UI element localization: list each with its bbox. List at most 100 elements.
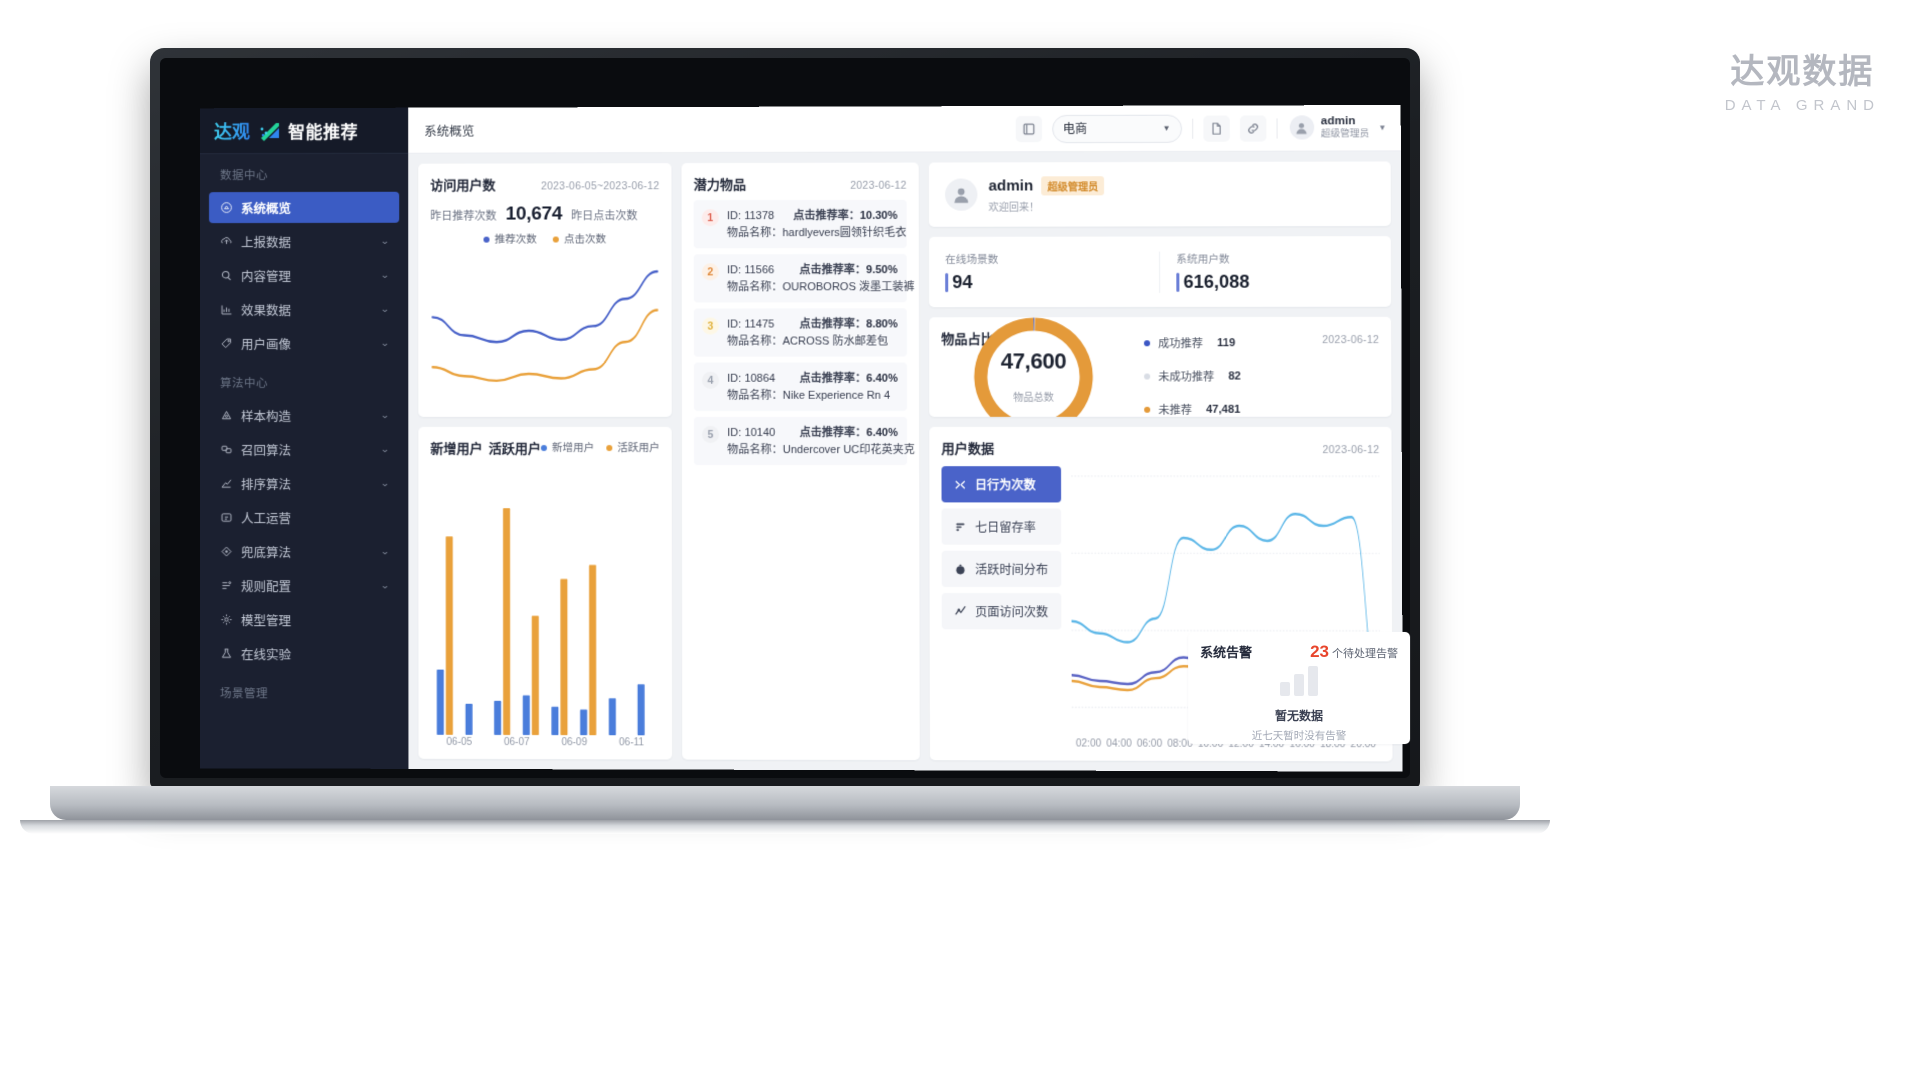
list-item[interactable]: 5 ID: 10140 点击推荐率：6.40% 物品名称：Undercover UC印…: [693, 416, 915, 466]
stat-value: 616,088: [1176, 271, 1391, 292]
book-icon[interactable]: [1015, 115, 1042, 142]
legend-item[interactable]: 点击次数: [552, 231, 607, 246]
donut-center-label: 物品总数: [1013, 392, 1054, 404]
legend-dot: [540, 444, 547, 451]
chevron-down-icon[interactable]: ⌄: [380, 303, 391, 314]
chevron-down-icon[interactable]: ⌄: [380, 580, 391, 591]
sidebar-item-3-g2[interactable]: 排序算法 ⌄: [209, 468, 399, 499]
bar-chart-x-axis: 06-05 06-07 06-09 06-11: [431, 735, 660, 749]
user-role: 超级管理员: [1320, 127, 1370, 140]
watermark: 达观数据 DATA GRAND: [1725, 44, 1880, 114]
chevron-down-icon[interactable]: ⌄: [380, 269, 391, 280]
list-item[interactable]: 2 ID: 11566 点击推荐率：9.50% 物品名称：OUROBOROS 泼墨工装…: [693, 254, 915, 303]
search-icon: [219, 269, 233, 283]
document-icon[interactable]: [1202, 115, 1230, 142]
item-ctr-value: 10.30%: [859, 209, 898, 222]
item-ctr-value: 6.40%: [866, 426, 898, 440]
legend-item[interactable]: 推荐次数: [483, 232, 537, 247]
card-title-new: 新增用户: [430, 441, 483, 457]
new-active-barchart[interactable]: [430, 465, 660, 736]
scene-select-value: 电商: [1062, 121, 1088, 137]
sidebar-item-7-g2[interactable]: 模型管理: [209, 604, 399, 635]
item-ctr-prefix: 点击推荐率：: [799, 426, 867, 440]
sidebar-item-label: 召回算法: [241, 444, 292, 459]
link-icon[interactable]: [1239, 114, 1266, 142]
tab-4[interactable]: 页面访问次数: [941, 593, 1062, 630]
rule-icon: [219, 579, 233, 593]
list-item[interactable]: 4 ID: 10864 点击推荐率：6.40% 物品名称：Nike Experienc…: [693, 362, 907, 411]
legend-item[interactable]: 新增用户: [540, 440, 594, 455]
donut-legend: 成功推荐 119 未成功推荐 82 未推荐 47,481: [1109, 335, 1379, 417]
empty-title: 暂无数据: [1274, 708, 1324, 724]
item-id-prefix: ID:: [727, 318, 745, 331]
item-name-prefix: 物品名称：: [727, 444, 783, 457]
list-item[interactable]: 1 ID: 11378 点击推荐率：10.30% 物品名称：hardlyevers圆领…: [693, 199, 907, 249]
x-tick: 06-05: [446, 736, 473, 748]
sidebar-item-6-g2[interactable]: 规则配置 ⌄: [209, 570, 399, 601]
sidebar-item-4-g1[interactable]: 效果数据 ⌄: [209, 294, 399, 325]
x-tick: 04:00: [1106, 738, 1132, 750]
scene-select[interactable]: 电商 ▼: [1051, 114, 1182, 143]
recall-icon: [219, 443, 233, 457]
list-item[interactable]: 3 ID: 11475 点击推荐率：8.80% 物品名称：ACROSS 防水邮差包: [693, 308, 907, 357]
item-ctr-prefix: 点击推荐率：: [799, 372, 867, 385]
sidebar-item-label: 在线实验: [241, 648, 292, 663]
sidebar-item-5-g2[interactable]: 兜底算法 ⌄: [209, 536, 399, 567]
chevron-down-icon[interactable]: ⌄: [380, 337, 391, 348]
legend-item[interactable]: 未成功推荐 82: [1144, 368, 1379, 384]
item-name-value: Undercover UC印花英夹克: [782, 444, 915, 457]
clock-icon: [954, 562, 967, 575]
legend-dot: [606, 444, 613, 451]
sidebar-item-4-g2[interactable]: 人工运营: [209, 502, 399, 533]
main-area: 系统概览 电商 ▼: [408, 104, 1403, 772]
tab-3[interactable]: 活跃时间分布: [941, 550, 1062, 588]
legend-item[interactable]: 活跃用户: [606, 440, 660, 455]
item-ratio-donutchart[interactable]: 47,600 物品总数: [957, 317, 1109, 417]
sidebar-item-label: 规则配置: [241, 580, 292, 595]
chevron-down-icon[interactable]: ⌄: [380, 546, 391, 557]
visit-users-linechart[interactable]: [430, 248, 659, 406]
chevron-down-icon[interactable]: ⌄: [380, 409, 391, 420]
item-ctr-value: 8.80%: [866, 318, 898, 331]
legend-label: 成功推荐: [1158, 337, 1203, 350]
chevron-down-icon[interactable]: ⌄: [380, 235, 391, 246]
tab-label: 七日留存率: [974, 520, 1036, 535]
card-title-active: 活跃用户: [488, 441, 541, 457]
item-id-value: 11378: [744, 210, 775, 223]
watermark-cn: 达观数据: [1730, 53, 1875, 91]
user-menu[interactable]: admin 超级管理员 ▼: [1287, 115, 1387, 141]
user-name: admin: [1320, 115, 1356, 128]
card-date: 2023-06-12: [850, 179, 907, 192]
tab-2[interactable]: 七日留存率: [941, 508, 1062, 545]
item-ctr-prefix: 点击推荐率：: [793, 209, 860, 223]
user-data-card: 用户数据 2023-06-12 日行为次数 七日留存率 活跃时间分布 页面访问次数 0…: [929, 426, 1393, 762]
brand-logo[interactable]: 达观 智能推荐: [200, 107, 409, 155]
sidebar-nav: 数据中心 系统概览 上报数据 ⌄ 内容管理 ⌄ 效果数据 ⌄ 用户画像 ⌄ 算法中心 样本构造 ⌄ 召回算…: [200, 154, 409, 769]
sidebar-item-8-g2[interactable]: 在线实验: [209, 638, 399, 669]
sidebar-item-1-g1[interactable]: 系统概览: [209, 191, 400, 224]
sidebar-item-label: 系统概览: [241, 201, 292, 217]
tab-label: 活跃时间分布: [975, 562, 1049, 577]
legend-dot: [483, 236, 490, 243]
chevron-down-icon[interactable]: ⌄: [380, 444, 391, 455]
chevron-down-icon: ▼: [1378, 123, 1387, 133]
tab-1[interactable]: 日行为次数: [941, 466, 1062, 503]
item-id: ID: 11475: [727, 318, 774, 330]
sidebar-item-1-g2[interactable]: 样本构造 ⌄: [209, 400, 399, 431]
legend-item[interactable]: 未推荐 47,481: [1144, 401, 1379, 417]
fallback-icon: [219, 545, 233, 559]
upload-icon: [219, 235, 233, 249]
potential-items-card: 潜力物品 2023-06-12 1 ID: 11378 点击推荐率：10.30% 物品…: [681, 162, 920, 761]
sidebar-item-3-g1[interactable]: 内容管理 ⌄: [209, 260, 399, 291]
legend-item[interactable]: 成功推荐 119: [1143, 335, 1379, 351]
sidebar-item-2-g1[interactable]: 上报数据 ⌄: [209, 226, 399, 257]
kpi-value: 10,674: [505, 203, 563, 225]
sidebar-item-2-g2[interactable]: 召回算法 ⌄: [209, 434, 399, 465]
divider: [1276, 117, 1278, 139]
item-name-prefix: 物品名称：: [727, 335, 783, 348]
sidebar-item-5-g1[interactable]: 用户画像 ⌄: [209, 328, 399, 359]
chevron-down-icon[interactable]: ⌄: [380, 478, 391, 489]
legend-label: 点击次数: [563, 233, 607, 246]
sidebar: 达观 智能推荐 数据中心 系统概览 上报数据 ⌄ 内容管理 ⌄ 效果数据 ⌄ 用户画像 ⌄ 算法中心…: [199, 107, 409, 769]
item-ctr: 点击推荐率：9.50%: [799, 261, 897, 277]
